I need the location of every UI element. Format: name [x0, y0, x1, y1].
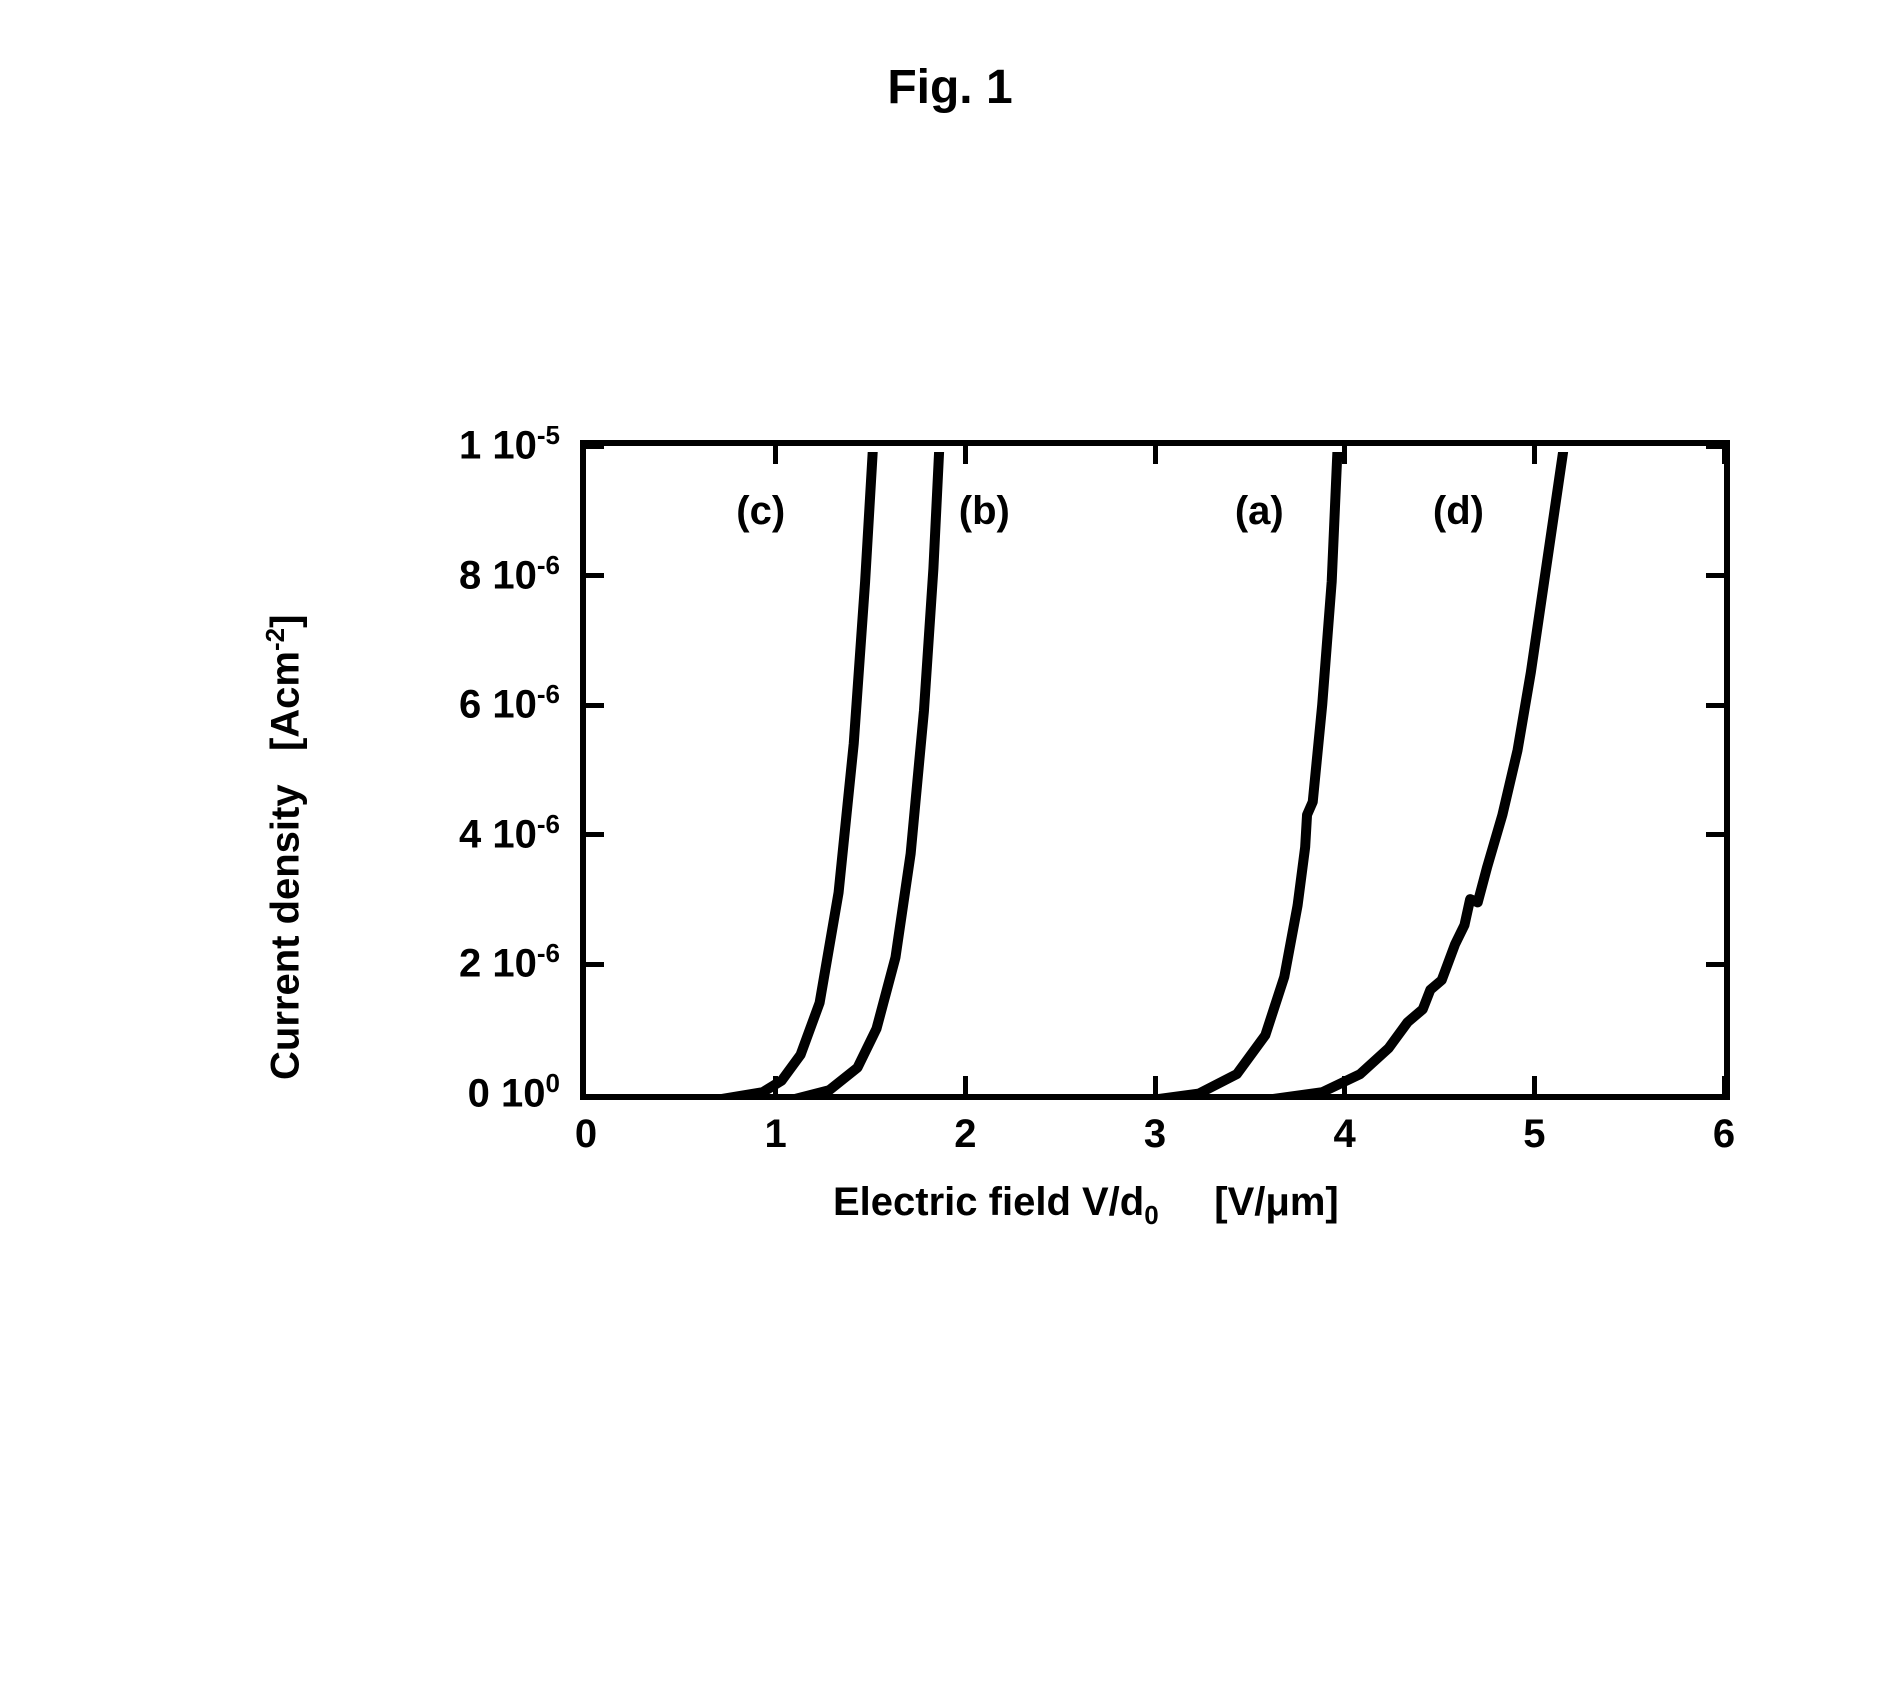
chart-area: 01234560 1002 10-64 10-66 10-68 10-61 10…	[230, 420, 1770, 1300]
x-tick-label: 0	[546, 1112, 626, 1157]
y-tick	[1706, 444, 1724, 449]
x-tick-label: 3	[1115, 1112, 1195, 1157]
x-tick	[773, 1076, 778, 1094]
x-axis-label: Electric field V/d0 [V/μm]	[833, 1180, 1339, 1231]
y-tick	[1706, 832, 1724, 837]
figure-title: Fig. 1	[0, 60, 1900, 115]
y-tick	[586, 444, 604, 449]
series-a	[1152, 452, 1338, 1100]
y-tick-label: 1 10-5	[240, 420, 560, 468]
y-tick	[586, 962, 604, 967]
series-label-a: (a)	[1219, 489, 1299, 534]
plot-svg	[592, 452, 1730, 1100]
x-tick-label: 1	[736, 1112, 816, 1157]
x-tick	[1153, 446, 1158, 464]
series-d	[1265, 452, 1563, 1100]
y-tick-label: 8 10-6	[240, 550, 560, 598]
x-tick	[1153, 1076, 1158, 1094]
y-tick	[1706, 573, 1724, 578]
x-tick	[773, 446, 778, 464]
x-tick-label: 2	[925, 1112, 1005, 1157]
y-tick	[586, 573, 604, 578]
x-tick	[1342, 1076, 1347, 1094]
series-label-b: (b)	[944, 489, 1024, 534]
y-tick	[1706, 962, 1724, 967]
x-tick	[1532, 1076, 1537, 1094]
x-tick-label: 4	[1305, 1112, 1385, 1157]
x-tick	[1532, 446, 1537, 464]
x-tick	[1722, 446, 1727, 464]
y-tick	[586, 703, 604, 708]
x-tick-label: 5	[1494, 1112, 1574, 1157]
y-axis-label: Current density [Acm-2]	[260, 615, 308, 1080]
series-c	[715, 452, 872, 1100]
x-tick	[963, 1076, 968, 1094]
plot-box	[580, 440, 1730, 1100]
page: Fig. 1 01234560 1002 10-64 10-66 10-68 1…	[0, 0, 1900, 1686]
x-tick	[963, 446, 968, 464]
x-tick	[1342, 446, 1347, 464]
series-label-d: (d)	[1418, 489, 1498, 534]
y-tick	[1706, 703, 1724, 708]
x-tick-label: 6	[1684, 1112, 1764, 1157]
x-tick	[1722, 1076, 1727, 1094]
series-label-c: (c)	[736, 489, 785, 534]
y-tick	[586, 832, 604, 837]
